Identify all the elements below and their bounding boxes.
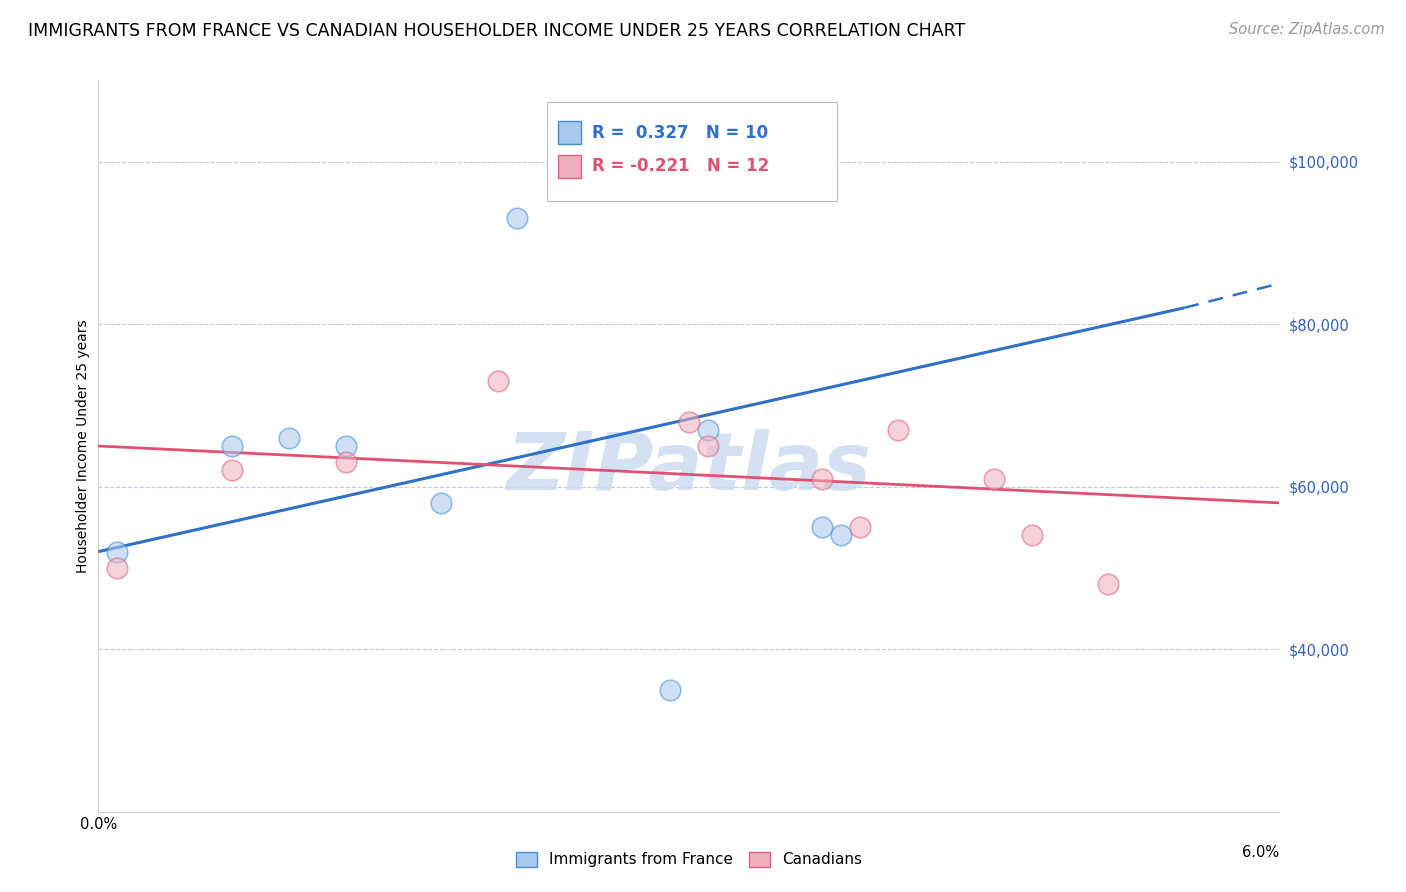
Point xyxy=(221,463,243,477)
Point xyxy=(983,471,1005,485)
Point xyxy=(335,439,357,453)
Point xyxy=(221,439,243,453)
Point xyxy=(697,423,720,437)
Text: ZIPatlas: ZIPatlas xyxy=(506,429,872,507)
Legend: Immigrants from France, Canadians: Immigrants from France, Canadians xyxy=(509,846,869,873)
Point xyxy=(811,471,834,485)
Point xyxy=(277,431,299,445)
Point xyxy=(697,439,720,453)
Point xyxy=(107,561,129,575)
Text: IMMIGRANTS FROM FRANCE VS CANADIAN HOUSEHOLDER INCOME UNDER 25 YEARS CORRELATION: IMMIGRANTS FROM FRANCE VS CANADIAN HOUSE… xyxy=(28,22,966,40)
Point xyxy=(488,374,510,388)
Point xyxy=(887,423,910,437)
Point xyxy=(849,520,872,534)
Point xyxy=(830,528,852,542)
Text: R = -0.221   N = 12: R = -0.221 N = 12 xyxy=(592,158,769,176)
Point xyxy=(107,544,129,558)
Point xyxy=(811,520,834,534)
Point xyxy=(678,415,700,429)
Point xyxy=(430,496,453,510)
Text: 6.0%: 6.0% xyxy=(1243,845,1279,860)
Point xyxy=(658,682,681,697)
Point xyxy=(335,455,357,469)
Y-axis label: Householder Income Under 25 years: Householder Income Under 25 years xyxy=(76,319,90,573)
Point xyxy=(1097,577,1119,591)
Point xyxy=(1021,528,1043,542)
Text: Source: ZipAtlas.com: Source: ZipAtlas.com xyxy=(1229,22,1385,37)
Point xyxy=(506,211,529,226)
Text: R =  0.327   N = 10: R = 0.327 N = 10 xyxy=(592,124,768,142)
